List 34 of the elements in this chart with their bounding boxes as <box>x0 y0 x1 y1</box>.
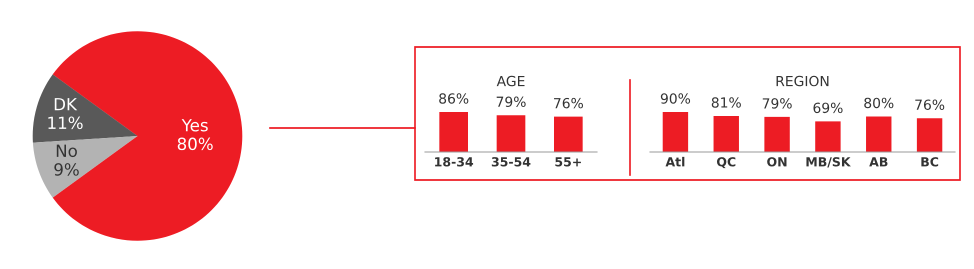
x-tick-label: 35-54 <box>492 157 530 167</box>
x-tick-label: ON <box>767 157 786 167</box>
slice-label: No <box>56 144 77 158</box>
data-label: 11% <box>48 116 83 130</box>
x-tick-label: 18-34 <box>435 157 474 167</box>
pie-slice <box>32 136 138 198</box>
bar <box>764 116 790 152</box>
chart-title: REGION <box>776 76 828 86</box>
data-label: 81% <box>712 97 741 108</box>
x-tick-label: MB/SK <box>806 157 851 168</box>
x-tick-label: BC <box>921 157 938 167</box>
data-label: 9% <box>54 163 79 176</box>
data-label: 80% <box>864 98 894 108</box>
bar <box>866 116 892 152</box>
data-label: 79% <box>762 98 792 109</box>
data-label: 76% <box>554 98 583 108</box>
x-tick-label: AB <box>869 157 888 166</box>
data-label: 86% <box>439 93 468 104</box>
slice-label: Yes <box>182 119 208 132</box>
x-tick-label: 55+ <box>555 157 581 167</box>
data-label: 79% <box>496 96 526 108</box>
bar <box>714 116 739 152</box>
bar <box>815 121 841 152</box>
bar <box>916 118 942 152</box>
data-label: 90% <box>660 93 690 104</box>
data-label: 69% <box>813 102 843 114</box>
data-label: 76% <box>915 99 944 110</box>
bar <box>662 112 688 152</box>
x-tick-label: QC <box>716 157 736 168</box>
chart-title: AGE <box>496 76 525 86</box>
pie-slice <box>32 74 138 143</box>
slice-label: DK <box>54 98 78 110</box>
x-tick-label: Atl <box>666 156 684 166</box>
data-label: 80% <box>178 138 213 150</box>
